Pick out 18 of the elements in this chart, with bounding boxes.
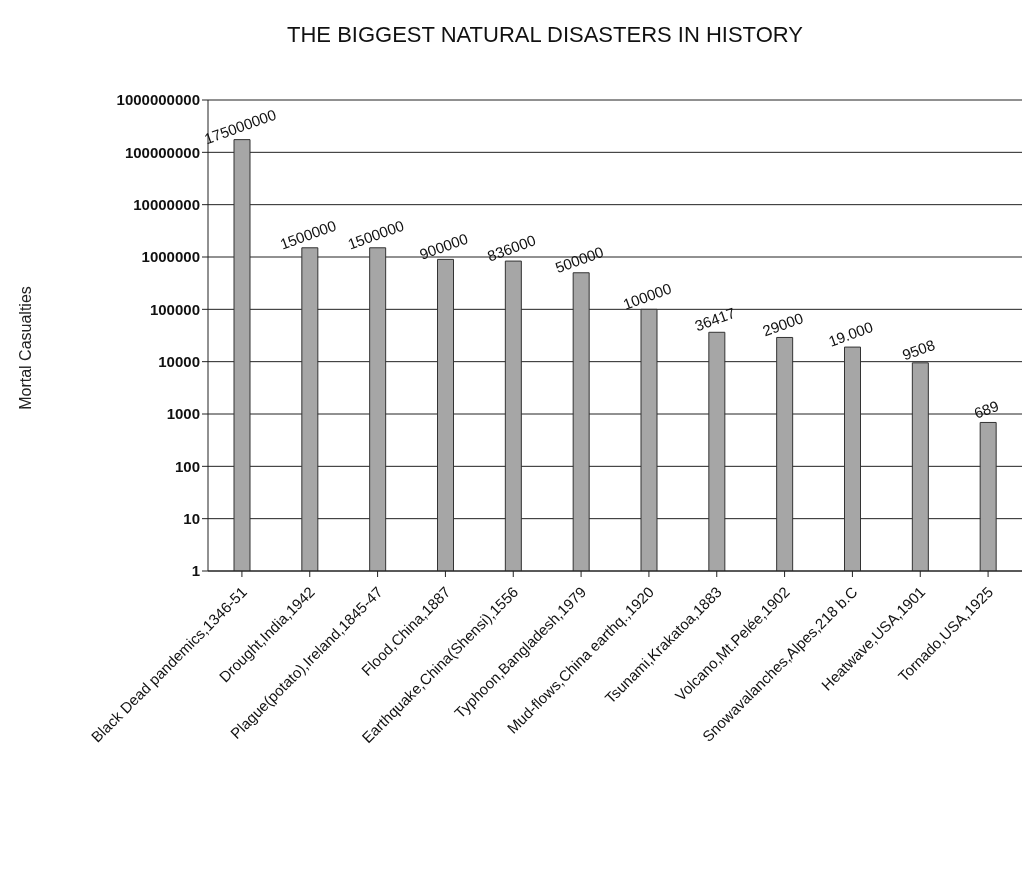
- data-label: 900000: [417, 229, 471, 263]
- y-axis-title: Mortal Casualties: [17, 286, 35, 410]
- data-label: 19.000: [826, 318, 876, 350]
- y-tick-label: 100000000: [124, 143, 200, 161]
- y-tick-label: 100: [174, 457, 200, 475]
- data-label: 29000: [760, 309, 806, 340]
- y-tick-label: 1000: [166, 405, 200, 423]
- y-tick-label: 10000000: [133, 195, 200, 213]
- y-tick-label: 10: [183, 509, 200, 527]
- data-label: 689: [971, 397, 1001, 422]
- y-tick-label: 10000: [158, 352, 200, 370]
- y-tick-label: 1000000000: [116, 91, 200, 109]
- data-label: 36417: [692, 304, 738, 335]
- y-tick-label: 100000: [149, 300, 200, 318]
- y-tick-label: 1000000: [141, 248, 200, 266]
- y-tick-label: 1: [191, 562, 200, 580]
- chart-title: THE BIGGEST NATURAL DISASTERS IN HISTORY: [286, 22, 804, 48]
- data-label: 9508: [899, 335, 938, 364]
